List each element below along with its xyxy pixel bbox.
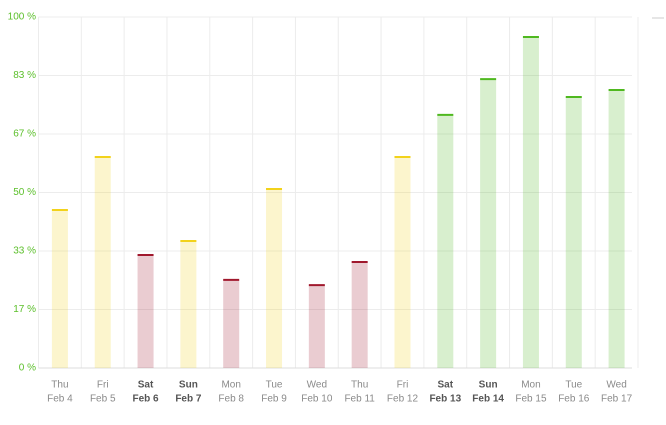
y-tick-label: 0 % <box>19 363 36 374</box>
x-tick-label: Tue <box>565 380 582 391</box>
y-tick-label: 50 % <box>13 187 36 198</box>
bar <box>137 254 154 368</box>
x-tick-date: Feb 9 <box>261 394 287 405</box>
x-tick-label: Sat <box>438 380 454 391</box>
x-tick-label: Fri <box>397 380 409 391</box>
x-tick-label: Sun <box>479 380 498 391</box>
y-tick-label: 33 % <box>13 246 36 257</box>
bar <box>351 261 368 368</box>
x-tick-date: Feb 7 <box>175 394 202 405</box>
x-tick-label: Tue <box>266 380 283 391</box>
y-tick-label: 67 % <box>13 129 36 140</box>
x-tick-label: Thu <box>351 380 368 391</box>
y-tick-label: 17 % <box>13 304 36 315</box>
x-tick-date: Feb 5 <box>90 394 116 405</box>
bar <box>51 210 68 368</box>
bar <box>437 114 454 368</box>
bar <box>223 279 240 368</box>
x-tick-label: Wed <box>307 380 327 391</box>
y-tick-label: 83 % <box>13 70 36 81</box>
bar <box>308 285 325 368</box>
x-tick-date: Feb 14 <box>472 394 504 405</box>
x-tick-label: Sat <box>138 380 154 391</box>
x-tick-label: Mon <box>521 380 540 391</box>
x-tick-date: Feb 4 <box>47 394 73 405</box>
x-tick-label: Wed <box>606 380 626 391</box>
bar <box>394 157 411 368</box>
bar <box>266 188 283 368</box>
bar <box>522 37 539 369</box>
x-tick-label: Thu <box>51 380 68 391</box>
bar <box>94 157 111 368</box>
bar <box>565 97 582 368</box>
bar <box>608 90 625 369</box>
x-tick-date: Feb 6 <box>132 394 159 405</box>
x-tick-label: Sun <box>179 380 198 391</box>
x-tick-date: Feb 16 <box>558 394 590 405</box>
x-tick-label: Mon <box>221 380 240 391</box>
x-tick-date: Feb 12 <box>387 394 419 405</box>
bar <box>180 240 197 368</box>
x-tick-label: Fri <box>97 380 109 391</box>
bar <box>480 79 497 368</box>
x-tick-date: Feb 10 <box>301 394 333 405</box>
x-tick-date: Feb 13 <box>429 394 461 405</box>
x-tick-date: Feb 8 <box>218 394 244 405</box>
x-tick-date: Feb 11 <box>344 394 375 405</box>
y-tick-label: 100 % <box>8 12 36 23</box>
x-tick-date: Feb 17 <box>601 394 633 405</box>
x-tick-date: Feb 15 <box>515 394 547 405</box>
